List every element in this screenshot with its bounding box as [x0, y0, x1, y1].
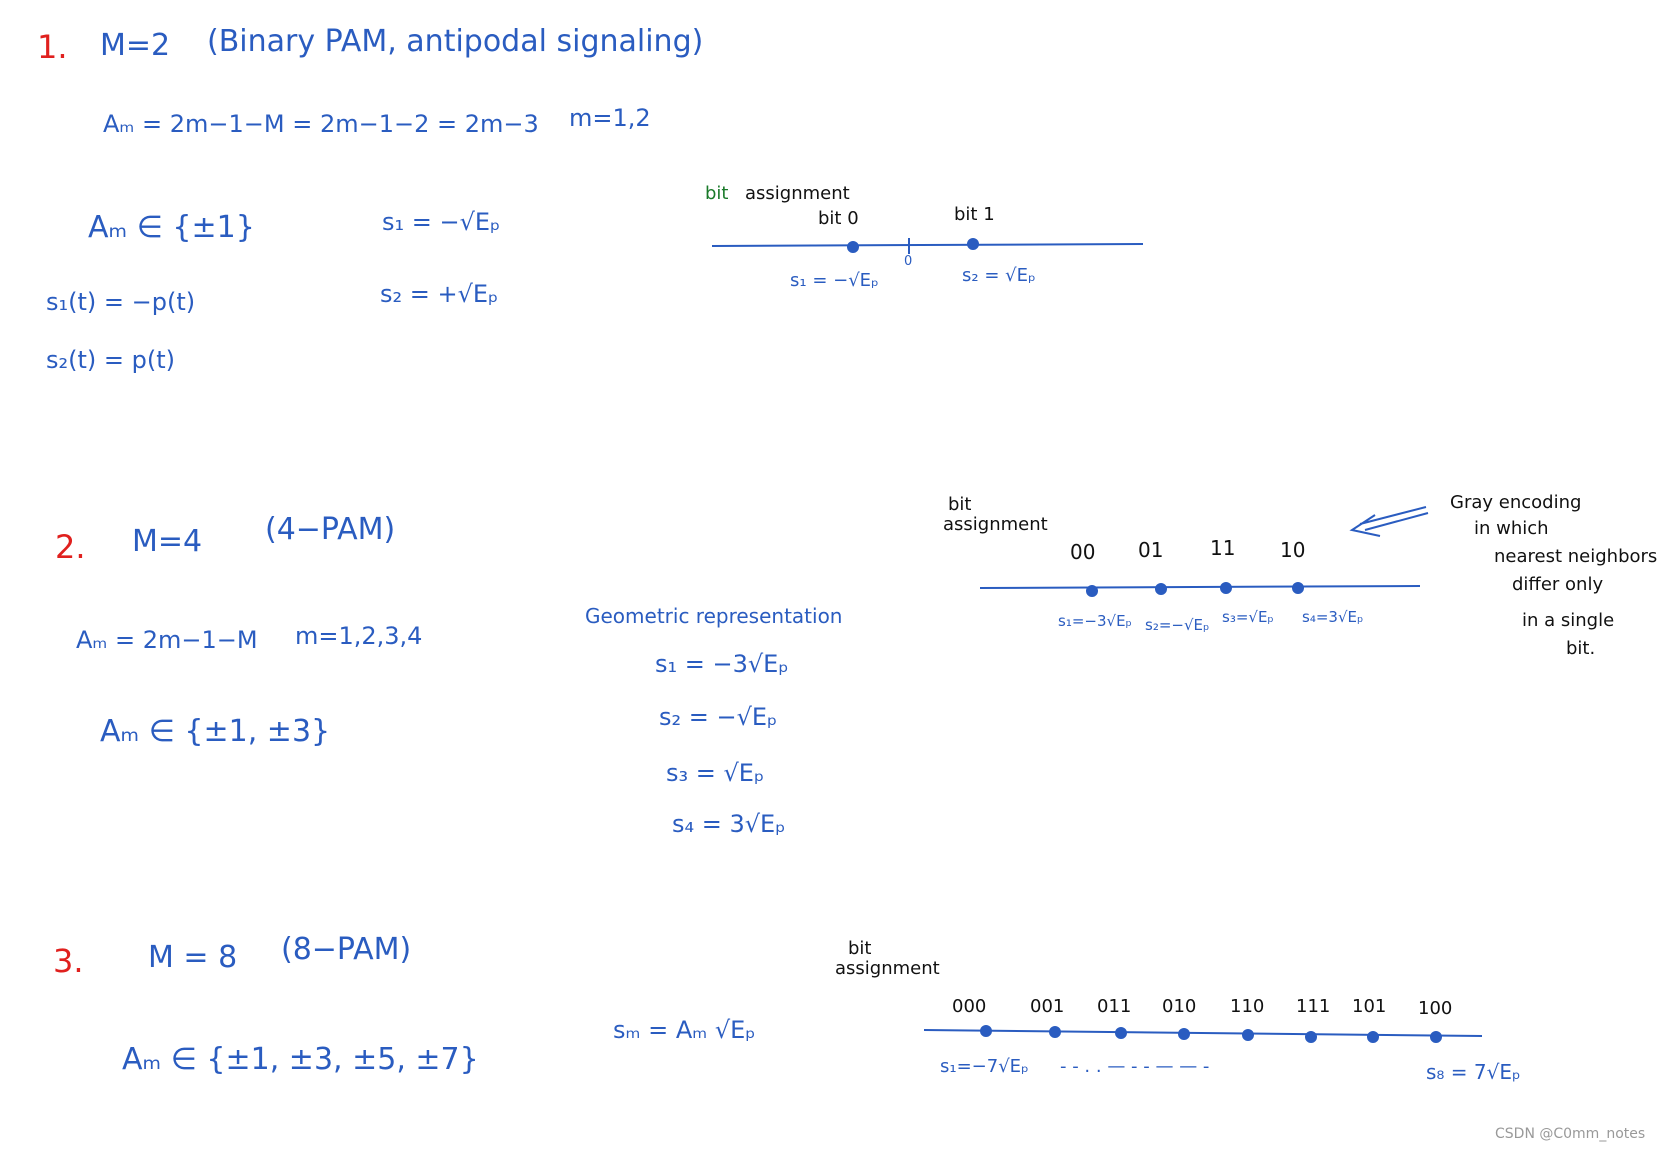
point	[1367, 1031, 1379, 1043]
point-label: s₂ = √Eₚ	[962, 265, 1036, 286]
signal: s₃ = √Eₚ	[666, 759, 765, 787]
code: 100	[1418, 998, 1453, 1019]
code: 001	[1030, 996, 1065, 1017]
number: 3.	[53, 942, 84, 980]
heading: M = 8	[148, 940, 238, 975]
point	[1178, 1028, 1190, 1040]
point	[1242, 1029, 1254, 1041]
point	[1049, 1026, 1061, 1038]
code: 010	[1162, 996, 1197, 1017]
point	[967, 238, 979, 250]
point-label: s₈ = 7√Eₚ	[1426, 1060, 1521, 1084]
code: 11	[1210, 536, 1236, 560]
note: in which	[1474, 518, 1549, 539]
code: 01	[1138, 538, 1164, 562]
general-formula: sₘ = Aₘ √Eₚ	[613, 1016, 756, 1044]
alphabet: Aₘ ∈ {±1, ±3}	[100, 714, 331, 749]
point	[847, 241, 859, 253]
ellipsis: - - . . — - - — — -	[1060, 1056, 1210, 1077]
code: 00	[1070, 540, 1096, 564]
number: 2.	[55, 528, 86, 566]
diagram-title: bit	[705, 183, 729, 204]
code: 000	[952, 996, 987, 1017]
geometric-title: Geometric representation	[585, 604, 843, 628]
alphabet: Aₘ ∈ {±1, ±3, ±5, ±7}	[122, 1042, 479, 1077]
point	[1305, 1031, 1317, 1043]
watermark: CSDN @C0mm_notes	[1495, 1126, 1646, 1142]
point	[1086, 585, 1098, 597]
point	[1115, 1027, 1127, 1039]
note: nearest neighbors	[1494, 546, 1658, 567]
axis-line	[979, 585, 1421, 589]
code: 10	[1280, 538, 1306, 562]
diagram-title: assignment	[835, 958, 940, 979]
heading: M=2	[100, 28, 171, 63]
point-label: s₃=√Eₚ	[1222, 608, 1274, 626]
origin-label: 0	[904, 254, 913, 269]
signal: s₁ = −3√Eₚ	[655, 650, 789, 678]
diagram-title: bit	[848, 938, 872, 959]
waveform: s₂(t) = p(t)	[46, 346, 175, 374]
point-label: s₁ = −√Eₚ	[790, 270, 879, 291]
point-label: s₂=−√Eₚ	[1145, 616, 1210, 634]
point	[1220, 582, 1232, 594]
arrow	[1349, 506, 1429, 537]
diagram-title: assignment	[943, 514, 1048, 535]
point-label: s₁=−3√Eₚ	[1058, 612, 1132, 630]
diagram-title: bit	[948, 494, 972, 515]
subtitle: (4−PAM)	[265, 512, 396, 547]
diagram-title: assignment	[745, 183, 850, 204]
note: bit.	[1566, 638, 1596, 659]
number: 1.	[37, 28, 68, 66]
note: in a single	[1522, 610, 1615, 631]
signal: s₁ = −√Eₚ	[382, 208, 501, 236]
code: 111	[1296, 996, 1331, 1017]
waveform: s₁(t) = −p(t)	[46, 288, 196, 316]
axis-line	[923, 1029, 1483, 1037]
bit-label: bit 0	[818, 208, 859, 229]
heading: M=4	[132, 524, 203, 559]
axis-line	[711, 243, 1144, 247]
signal: s₂ = −√Eₚ	[659, 703, 778, 731]
index-range: m=1,2	[569, 104, 651, 132]
code: 110	[1230, 996, 1265, 1017]
signal: s₂ = +√Eₚ	[380, 280, 499, 308]
point	[1430, 1031, 1442, 1043]
formula: Aₘ = 2m−1−M	[76, 626, 258, 654]
subtitle: (Binary PAM, antipodal signaling)	[207, 24, 704, 59]
signal: s₄ = 3√Eₚ	[672, 810, 786, 838]
point	[1155, 583, 1167, 595]
subtitle: (8−PAM)	[281, 932, 412, 967]
point-label: s₁=−7√Eₚ	[940, 1056, 1029, 1077]
note: Gray encoding	[1450, 492, 1582, 513]
index-range: m=1,2,3,4	[295, 622, 423, 650]
point-label: s₄=3√Eₚ	[1302, 608, 1364, 626]
point	[1292, 582, 1304, 594]
note: differ only	[1512, 574, 1604, 595]
code: 011	[1097, 996, 1132, 1017]
alphabet: Aₘ ∈ {±1}	[88, 210, 255, 245]
point	[980, 1025, 992, 1037]
code: 101	[1352, 996, 1387, 1017]
formula: Aₘ = 2m−1−M = 2m−1−2 = 2m−3	[103, 110, 539, 138]
bit-label: bit 1	[954, 204, 995, 225]
